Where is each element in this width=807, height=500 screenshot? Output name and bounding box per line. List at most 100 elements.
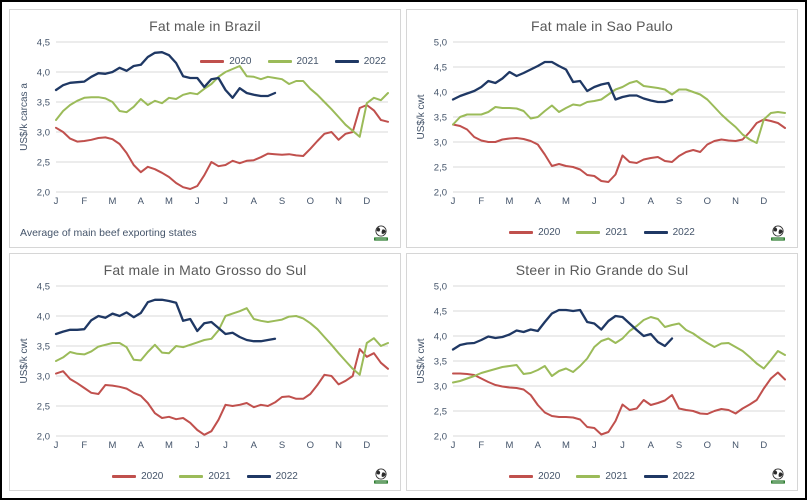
legend-swatch-2020: [112, 474, 137, 478]
series-line-2021: [55, 306, 389, 376]
x-tick-label: S: [676, 440, 682, 451]
series-line-2022: [451, 60, 674, 104]
legend-label-2020: 2020: [538, 470, 561, 482]
y-tick-label: 5,0: [434, 281, 447, 292]
x-tick-label: J: [620, 196, 625, 207]
legend-item-2021: 2021: [576, 471, 628, 482]
x-tick-label: A: [648, 196, 655, 207]
series-line-2020: [55, 347, 389, 436]
y-tick-label: 2,5: [434, 406, 447, 417]
legend-item-2022: 2022: [334, 56, 386, 67]
legend-swatch-2020: [200, 60, 225, 63]
x-tick-label: J: [620, 440, 625, 451]
y-tick-label: 4,5: [434, 306, 447, 317]
x-tick-label: N: [335, 196, 342, 207]
legend-swatch-2021: [576, 231, 601, 234]
y-tick-label: 2,5: [434, 162, 447, 173]
x-tick-label: M: [109, 440, 117, 451]
x-tick-label: S: [279, 440, 285, 451]
x-tick-label: J: [223, 196, 228, 207]
x-tick-label: M: [165, 196, 173, 207]
x-tick-label: N: [335, 440, 342, 451]
y-tick-label: 4,5: [434, 62, 447, 73]
x-tick-label: J: [195, 440, 200, 451]
line-chart-rio-grande: 2,0 2,5 3,0 3,5 4,0 4,5 5,0 J F M A M J J A S O N D US$/k c…: [416, 281, 786, 451]
globe-logo-icon: [769, 468, 787, 485]
x-tick-label: O: [307, 440, 314, 451]
legend-brazil: 2020 2021 2022: [200, 56, 386, 67]
x-tick-label: O: [307, 196, 314, 207]
x-tick-label: M: [562, 196, 570, 207]
legend-item-2020: 2020: [200, 56, 252, 67]
x-tick-label: M: [109, 196, 117, 207]
y-tick-label: 3,5: [37, 97, 50, 108]
y-tick-label: 4,5: [37, 281, 50, 292]
y-axis-label: US$/k carcas a: [19, 83, 30, 151]
y-tick-label: 3,5: [37, 341, 50, 352]
y-tick-label: 2,5: [37, 401, 50, 412]
y-tick-label: 4,0: [37, 311, 50, 322]
y-tick-label: 2,0: [434, 187, 447, 198]
plot-area-brazil: 2,0 2,5 3,0 3,5 4,0 4,5 J F M A M J J A S O N D US$/k carc…: [14, 36, 396, 208]
chart-footnote: Average of main beef exporting states: [20, 226, 197, 239]
y-tick-label: 3,5: [434, 356, 447, 367]
legend-swatch-2022: [643, 231, 668, 234]
legend-swatch-2021: [179, 474, 204, 478]
legend-item-2021: 2021: [267, 56, 319, 67]
x-tick-label: M: [506, 440, 514, 451]
x-tick-label: A: [535, 196, 542, 207]
x-tick-label: S: [279, 196, 285, 207]
x-tick-label: J: [54, 440, 59, 451]
legend-item-2020: 2020: [509, 471, 560, 482]
series-line-2021: [452, 315, 786, 383]
y-axis-label: US$/k cwt: [19, 338, 30, 383]
chart-title-brazil: Fat male in Brazil: [149, 18, 261, 34]
x-tick-label: N: [732, 440, 739, 451]
chart-panel-brazil: Fat male in Brazil 2,0 2,5 3,0 3,5 4,0 4,5 J F M…: [9, 9, 401, 248]
x-tick-label: J: [451, 196, 456, 207]
chart-panel-rio-grande: Steer in Rio Grande do Sul 2,0 2,5 3,0 3,5 4…: [406, 252, 798, 491]
series-line-2020: [55, 104, 389, 190]
y-tick-label: 3,0: [37, 127, 50, 138]
globe-logo-icon: [372, 224, 390, 242]
chart-panel-mato-grosso: Fat male in Mato Grosso do Sul 2,0 2,5 3,0…: [9, 252, 401, 491]
legend-item-2021: 2021: [576, 227, 628, 238]
chart-title-mato-grosso: Fat male in Mato Grosso do Sul: [103, 261, 307, 278]
y-axis-label: US$/k cwt: [416, 338, 427, 383]
x-tick-label: O: [704, 440, 711, 451]
x-tick-label: J: [223, 440, 228, 451]
x-tick-label: S: [676, 196, 682, 207]
x-tick-label: A: [251, 440, 258, 451]
x-tick-label: F: [478, 196, 484, 207]
series-line-2021: [55, 65, 389, 138]
legend-label-2020: 2020: [229, 56, 252, 67]
x-tick-label: A: [535, 440, 542, 451]
legend-label-2020: 2020: [538, 227, 561, 238]
x-tick-label: D: [363, 440, 370, 451]
x-tick-label: D: [760, 196, 767, 207]
y-tick-label: 4,5: [37, 37, 50, 48]
panel-footer-sao-paulo: 2020 2021 2022: [411, 221, 793, 245]
y-tick-label: 2,5: [37, 157, 50, 168]
chart-title-sao-paulo: Fat male in Sao Paulo: [531, 18, 673, 34]
x-tick-label: D: [760, 440, 767, 451]
legend-item-2022: 2022: [643, 227, 695, 238]
y-tick-label: 3,0: [37, 371, 50, 382]
y-tick-label: 3,5: [434, 112, 447, 123]
legend-rio-grande: 2020 2021 2022: [509, 471, 695, 482]
legend-item-2020: 2020: [112, 471, 163, 482]
y-tick-label: 5,0: [434, 37, 447, 48]
legend-label-2021: 2021: [208, 470, 231, 482]
x-tick-label: F: [478, 440, 484, 451]
legend-swatch-2022: [246, 474, 271, 478]
x-tick-label: A: [138, 196, 145, 207]
x-tick-label: J: [592, 440, 597, 451]
y-tick-label: 2,0: [37, 431, 50, 442]
line-chart-brazil: 2,0 2,5 3,0 3,5 4,0 4,5 J F M A M J J A S O N D US$/k carc…: [19, 37, 389, 207]
line-chart-mato-grosso: 2,0 2,5 3,0 3,5 4,0 4,5 J F M A M J J A S O N D US$/k cwt: [19, 281, 389, 451]
x-tick-label: J: [54, 196, 59, 207]
legend-label-2021: 2021: [296, 56, 319, 67]
legend-item-2022: 2022: [246, 471, 298, 482]
series-line-2022: [451, 308, 674, 351]
